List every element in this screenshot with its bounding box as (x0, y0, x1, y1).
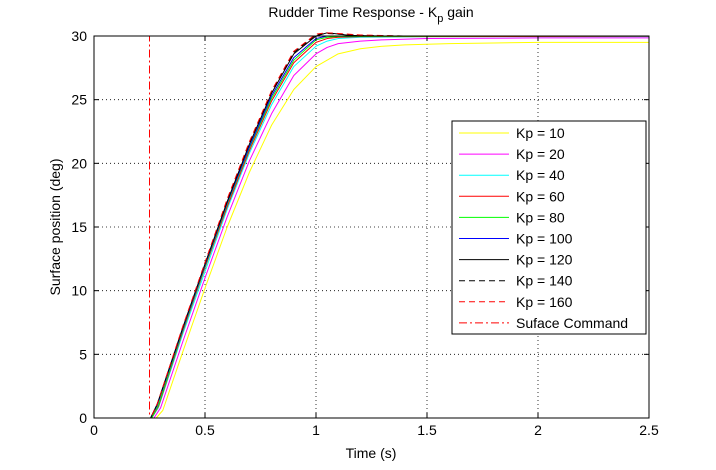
y-tick-label: 15 (71, 219, 87, 235)
legend-label: Kp = 60 (516, 188, 565, 204)
series-line-kp-120 (94, 32, 649, 419)
legend-label: Kp = 20 (516, 146, 565, 162)
chart-title-suffix: gain (443, 4, 473, 20)
y-tick-label: 25 (71, 92, 87, 108)
y-tick-label: 0 (79, 410, 87, 426)
y-tick-label: 5 (79, 346, 87, 362)
legend-label: Kp = 80 (516, 209, 565, 225)
legend: Kp = 10 Kp = 20 Kp = 40 Kp = 60 Kp = 80 Kp = … (451, 120, 647, 335)
legend-label: Kp = 160 (516, 294, 573, 310)
legend-items: Kp = 10 Kp = 20 Kp = 40 Kp = 60 Kp = 80 Kp = … (459, 125, 628, 331)
series-line-kp-160 (94, 32, 649, 419)
legend-item-kp-140: Kp = 140 (459, 273, 573, 289)
series-line-kp-20 (94, 37, 649, 419)
legend-label: Suface Command (516, 315, 628, 331)
x-tick-label: 2.5 (639, 422, 659, 438)
x-tick-label: 2 (534, 422, 542, 438)
grid-lines (94, 36, 649, 418)
y-tick-label: 30 (71, 28, 87, 44)
series-line-kp-140 (94, 32, 649, 419)
legend-box (451, 120, 647, 335)
y-tick-label: 10 (71, 283, 87, 299)
legend-item-kp-40: Kp = 40 (459, 167, 565, 183)
legend-item-kp-10: Kp = 10 (459, 125, 565, 141)
x-tick-label: 0.5 (195, 422, 215, 438)
legend-label: Kp = 120 (516, 252, 573, 268)
legend-item-suface-command: Suface Command (459, 315, 628, 331)
y-axis-label: Surface position (deg) (47, 159, 63, 296)
legend-item-kp-100: Kp = 100 (459, 231, 573, 247)
chart-title: Rudder Time Response - Kp gain (268, 4, 473, 25)
legend-item-kp-120: Kp = 120 (459, 252, 573, 268)
legend-label: Kp = 10 (516, 125, 565, 141)
series-lines (94, 32, 650, 419)
series-line-kp-10 (94, 41, 649, 419)
axis-ticks: 0 0.5 1 1.5 2 2.5 0 5 10 15 20 25 30 (71, 28, 659, 438)
legend-label: Kp = 140 (516, 273, 573, 289)
x-tick-label: 0 (90, 422, 98, 438)
legend-item-kp-160: Kp = 160 (459, 294, 573, 310)
series-line-kp-40 (94, 36, 649, 419)
legend-item-kp-60: Kp = 60 (459, 188, 565, 204)
legend-label: Kp = 40 (516, 167, 565, 183)
x-tick-label: 1.5 (417, 422, 437, 438)
chart-title-subscript: p (437, 13, 443, 25)
legend-item-kp-20: Kp = 20 (459, 146, 565, 162)
x-tick-label: 1 (312, 422, 320, 438)
legend-label: Kp = 100 (516, 231, 573, 247)
chart-title-main: Rudder Time Response - K (268, 4, 438, 20)
legend-item-kp-80: Kp = 80 (459, 209, 565, 225)
x-axis-label: Time (s) (346, 445, 397, 461)
y-tick-label: 20 (71, 155, 87, 171)
